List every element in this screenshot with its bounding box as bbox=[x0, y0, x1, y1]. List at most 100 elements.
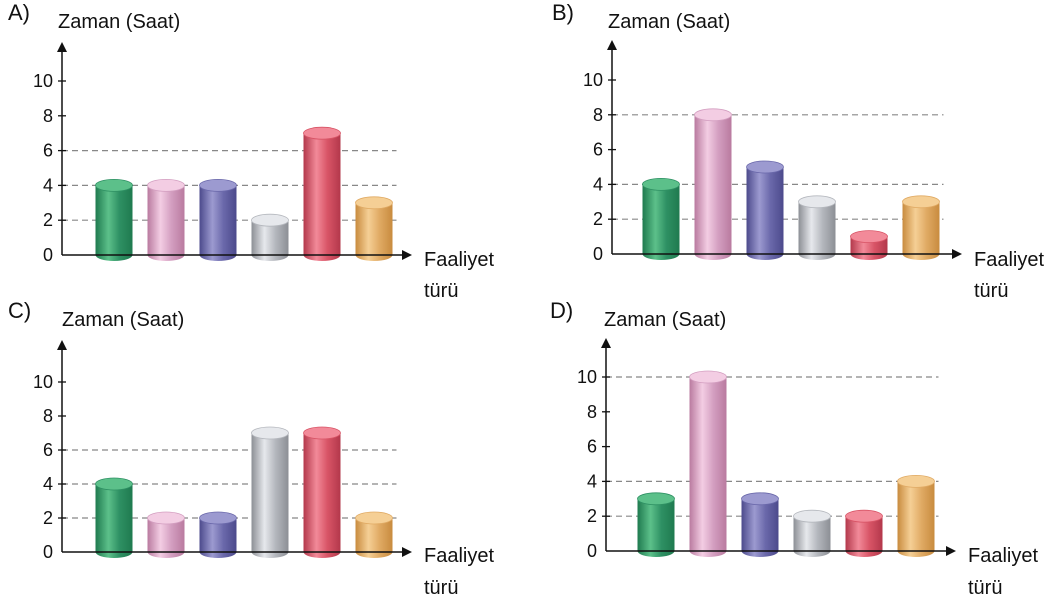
y-tick-label: 8 bbox=[587, 402, 597, 422]
bar-1 bbox=[637, 492, 675, 557]
x-axis-label-line1: Faaliyet bbox=[424, 249, 494, 271]
bar-6 bbox=[355, 511, 393, 558]
bar-cap bbox=[251, 426, 289, 440]
y-tick-label: 10 bbox=[33, 372, 53, 392]
bar-1 bbox=[642, 177, 680, 260]
y-tick-label: 10 bbox=[577, 367, 597, 387]
y-tick-label: 8 bbox=[43, 406, 53, 426]
bar-cap bbox=[689, 370, 727, 384]
x-axis-label-line2: türü bbox=[968, 577, 1002, 599]
bar-body bbox=[741, 498, 779, 557]
bar-3 bbox=[741, 492, 779, 557]
bar-body bbox=[199, 185, 237, 261]
y-tick-label: 0 bbox=[587, 541, 597, 561]
plot-area: 0 2 4 6 8 10 bbox=[577, 338, 956, 561]
y-axis-arrow-icon bbox=[601, 338, 611, 348]
x-axis-label-line1: Faaliyet bbox=[968, 545, 1038, 567]
bar-body bbox=[147, 518, 185, 558]
bar-cap bbox=[147, 511, 185, 525]
x-axis-arrow-icon bbox=[402, 547, 412, 557]
bar-cap bbox=[303, 426, 341, 440]
bar-2 bbox=[147, 511, 185, 558]
y-tick-label: 2 bbox=[593, 209, 603, 229]
y-axis-arrow-icon bbox=[57, 42, 67, 52]
bar-cap bbox=[355, 196, 393, 210]
y-tick-label: 6 bbox=[43, 440, 53, 460]
bar-cap bbox=[793, 509, 831, 523]
bar-5 bbox=[303, 126, 341, 261]
bar-cap bbox=[694, 108, 732, 122]
y-tick-label: 4 bbox=[43, 175, 53, 195]
bar-5 bbox=[850, 230, 888, 260]
y-tick-label: 2 bbox=[587, 506, 597, 526]
bar-cap bbox=[147, 178, 185, 192]
bar-body bbox=[355, 518, 393, 558]
y-tick-label: 8 bbox=[593, 105, 603, 125]
y-axis-label: Zaman (Saat) bbox=[608, 11, 730, 33]
bar-5 bbox=[303, 426, 341, 558]
bar-body bbox=[845, 516, 883, 557]
chart-panel-b: B) Zaman (Saat) Faaliyet türü 0 2 4 6 8 10 bbox=[552, 0, 1044, 302]
bar-2 bbox=[694, 108, 732, 260]
y-tick-label: 4 bbox=[43, 474, 53, 494]
panel-label: D) bbox=[550, 298, 573, 323]
bar-cap bbox=[355, 511, 393, 525]
chart-panel-a: A) Zaman (Saat) Faaliyet türü 0 2 4 6 8 10 bbox=[8, 0, 494, 302]
bar-body bbox=[897, 481, 935, 557]
chart-panel-d: D) Zaman (Saat) Faaliyet türü 0 2 4 6 8 10 bbox=[550, 298, 1038, 599]
x-axis-label-line1: Faaliyet bbox=[424, 545, 494, 567]
bar-cap bbox=[199, 178, 237, 192]
bar-6 bbox=[355, 196, 393, 261]
panel-label: A) bbox=[8, 0, 30, 25]
y-tick-label: 10 bbox=[33, 71, 53, 91]
y-axis-arrow-icon bbox=[57, 340, 67, 350]
bar-body bbox=[694, 114, 732, 260]
bar-cap bbox=[642, 177, 680, 191]
x-axis-label-line2: türü bbox=[424, 280, 458, 302]
panel-label: C) bbox=[8, 298, 31, 323]
y-axis-label: Zaman (Saat) bbox=[58, 11, 180, 33]
bar-body bbox=[199, 518, 237, 558]
x-axis-label-line1: Faaliyet bbox=[974, 249, 1044, 271]
y-tick-label: 4 bbox=[587, 471, 597, 491]
bar-4 bbox=[798, 195, 836, 260]
bar-cap bbox=[303, 126, 341, 140]
bar-cap bbox=[897, 474, 935, 488]
bar-cap bbox=[850, 230, 888, 244]
panel-label: B) bbox=[552, 0, 574, 25]
bar-cap bbox=[798, 195, 836, 209]
x-axis-label-line2: türü bbox=[424, 577, 458, 599]
y-tick-label: 6 bbox=[587, 437, 597, 457]
y-tick-label: 0 bbox=[593, 244, 603, 264]
y-tick-label: 6 bbox=[593, 140, 603, 160]
bar-body bbox=[902, 201, 940, 260]
bar-body bbox=[798, 201, 836, 260]
chart-panel-c: C) Zaman (Saat) Faaliyet türü 0 2 4 6 8 10 bbox=[8, 298, 494, 599]
bar-body bbox=[355, 202, 393, 261]
bar-1 bbox=[95, 477, 133, 558]
bar-body bbox=[303, 133, 341, 261]
bar-body bbox=[251, 220, 289, 261]
y-tick-label: 4 bbox=[593, 174, 603, 194]
bar-body bbox=[689, 377, 727, 557]
y-tick-label: 2 bbox=[43, 508, 53, 528]
y-tick-label: 6 bbox=[43, 141, 53, 161]
y-axis-label: Zaman (Saat) bbox=[62, 309, 184, 331]
bar-2 bbox=[147, 178, 185, 261]
y-tick-label: 10 bbox=[583, 70, 603, 90]
plot-area: 0 2 4 6 8 10 bbox=[33, 42, 412, 265]
x-axis-arrow-icon bbox=[946, 546, 956, 556]
bar-1 bbox=[95, 178, 133, 261]
bar-cap bbox=[741, 492, 779, 506]
bar-4 bbox=[251, 213, 289, 261]
bar-4 bbox=[793, 509, 831, 557]
y-axis-label: Zaman (Saat) bbox=[604, 309, 726, 331]
x-axis-arrow-icon bbox=[952, 249, 962, 259]
bar-5 bbox=[845, 509, 883, 557]
bar-3 bbox=[199, 511, 237, 558]
y-axis-arrow-icon bbox=[607, 40, 617, 50]
bar-body bbox=[642, 184, 680, 260]
bar-3 bbox=[746, 160, 784, 260]
bar-6 bbox=[897, 474, 935, 557]
